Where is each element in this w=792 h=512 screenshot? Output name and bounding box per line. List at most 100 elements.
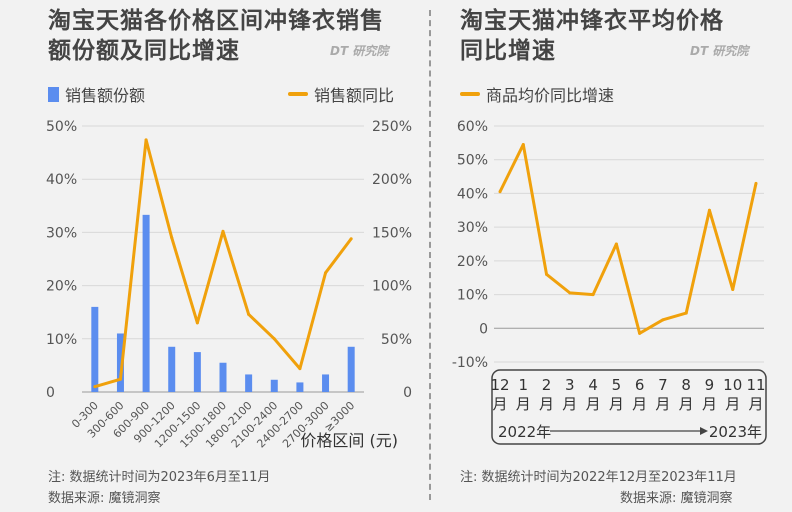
- y-tick-label: 20%: [457, 254, 488, 270]
- line-point: [568, 291, 572, 295]
- y-tick-label: -10%: [452, 355, 488, 371]
- x-tick-label: 8: [681, 376, 691, 394]
- right-brand-logo: DT 研究院: [690, 44, 749, 58]
- bar: [142, 214, 150, 392]
- x-tick-unit: 月: [702, 395, 717, 413]
- line-point: [731, 288, 735, 292]
- x-tick-label: 4: [588, 376, 598, 394]
- range-end-label: 2023年: [709, 423, 762, 441]
- left-brand-logo: DT 研究院: [330, 44, 389, 58]
- y-tick-label: 10%: [457, 288, 488, 304]
- y-tick-label: 30%: [457, 220, 488, 236]
- line-point: [298, 367, 302, 371]
- left-note: 注: 数据统计时间为2023年6月至11月: [48, 470, 271, 485]
- left-chart: 010%20%30%40%50%050%100%150%200%250%0-30…: [46, 119, 412, 451]
- left-legend-line: 销售额同比: [288, 82, 394, 106]
- x-tick-label: 11: [746, 376, 765, 394]
- left-legend-bar-label: 销售额份额: [65, 86, 146, 105]
- line-point: [221, 229, 225, 233]
- bar: [347, 346, 355, 392]
- line-legend-swatch: [460, 92, 480, 96]
- x-tick-unit: 月: [539, 395, 554, 413]
- bar: [296, 382, 304, 392]
- x-tick-label: 5: [612, 376, 622, 394]
- bar: [245, 374, 253, 392]
- line-point: [684, 311, 688, 315]
- range-arrow-head: [700, 427, 708, 435]
- y-right-tick-label: 100%: [372, 279, 412, 295]
- bar: [116, 333, 124, 392]
- line-point: [521, 143, 525, 147]
- x-tick-unit: 月: [655, 395, 670, 413]
- x-tick-label: 2: [542, 376, 552, 394]
- bar: [91, 306, 99, 392]
- bar-legend-swatch: [48, 86, 59, 102]
- x-tick-label: 6: [635, 376, 645, 394]
- y-tick-label: 50%: [457, 153, 488, 169]
- left-source: 数据来源: 魔镜洞察: [48, 491, 161, 506]
- y-left-tick-label: 10%: [46, 332, 77, 348]
- line-point: [754, 181, 758, 185]
- x-tick-unit: 月: [562, 395, 577, 413]
- y-tick-label: 40%: [457, 186, 488, 202]
- x-tick-unit: 月: [632, 395, 647, 413]
- bar: [219, 362, 227, 392]
- line-point: [349, 237, 353, 241]
- line-point: [144, 138, 148, 142]
- series-line: [94, 138, 353, 389]
- y-right-tick-label: 200%: [372, 172, 412, 188]
- x-axis-month-box: [491, 369, 767, 445]
- x-tick-label: 10: [723, 376, 742, 394]
- y-right-tick-label: 250%: [372, 119, 412, 135]
- bar: [322, 374, 330, 392]
- range-start-label: 2022年: [498, 423, 551, 441]
- x-tick-label: 7: [658, 376, 668, 394]
- x-tick-unit: 月: [516, 395, 531, 413]
- y-tick-label: 60%: [457, 119, 488, 135]
- x-tick-label: 1: [518, 376, 528, 394]
- line-point: [707, 208, 711, 212]
- line-point: [247, 312, 251, 316]
- y-right-tick-label: 50%: [381, 332, 412, 348]
- left-chart-title: 淘宝天猫各价格区间冲锋衣销售 额份额及同比增速: [48, 8, 384, 64]
- panel-divider: [429, 10, 431, 500]
- x-tick-label: 3: [565, 376, 575, 394]
- right-panel: 淘宝天猫冲锋衣平均价格 同比增速 DT 研究院 商品均价同比增速 -10% 0 10…: [440, 0, 792, 512]
- x-tick-unit: 月: [725, 395, 740, 413]
- y-left-tick-label: 40%: [46, 172, 77, 188]
- left-legend-bar: 销售额份额: [48, 82, 145, 106]
- line-point: [170, 236, 174, 240]
- y-left-tick-label: 30%: [46, 225, 77, 241]
- right-note: 注: 数据统计时间为2022年12月至2023年11月: [460, 470, 737, 485]
- right-source: 数据来源: 魔镜洞察: [620, 491, 733, 506]
- line-point: [545, 272, 549, 276]
- line-point: [614, 242, 618, 246]
- x-tick-unit: 月: [748, 395, 763, 413]
- x-tick-label: 12: [490, 376, 509, 394]
- left-legend-line-label: 销售额同比: [314, 86, 395, 105]
- x-axis-label: 价格区间 (元): [300, 431, 398, 450]
- y-tick-label: 0: [479, 321, 488, 337]
- right-chart: -10%010%20%30%40%50%60%12月1月2月3月4月5月6月7月…: [452, 119, 767, 445]
- y-right-tick-label: 0: [403, 385, 412, 401]
- line-point: [638, 331, 642, 335]
- right-chart-title: 淘宝天猫冲锋衣平均价格 同比增速: [460, 8, 724, 64]
- series-line: [498, 143, 758, 335]
- left-panel: 淘宝天猫各价格区间冲锋衣销售 额份额及同比增速 DT 研究院 销售额份额 销售额…: [46, 8, 412, 506]
- x-tick-unit: 月: [586, 395, 601, 413]
- x-tick-unit: 月: [609, 395, 624, 413]
- line-point: [272, 337, 276, 341]
- line-legend-swatch: [288, 92, 308, 96]
- x-tick-label: 9: [705, 376, 715, 394]
- right-legend-line: 商品均价同比增速: [460, 82, 614, 106]
- y-left-tick-label: 0: [46, 385, 55, 401]
- line-point: [591, 293, 595, 297]
- x-tick-unit: 月: [679, 395, 694, 413]
- line-point: [195, 321, 199, 325]
- y-right-tick-label: 150%: [372, 225, 412, 241]
- y-left-tick-label: 20%: [46, 279, 77, 295]
- line-point: [324, 271, 328, 275]
- right-legend-line-label: 商品均价同比增速: [486, 86, 615, 105]
- y-left-tick-label: 50%: [46, 119, 77, 135]
